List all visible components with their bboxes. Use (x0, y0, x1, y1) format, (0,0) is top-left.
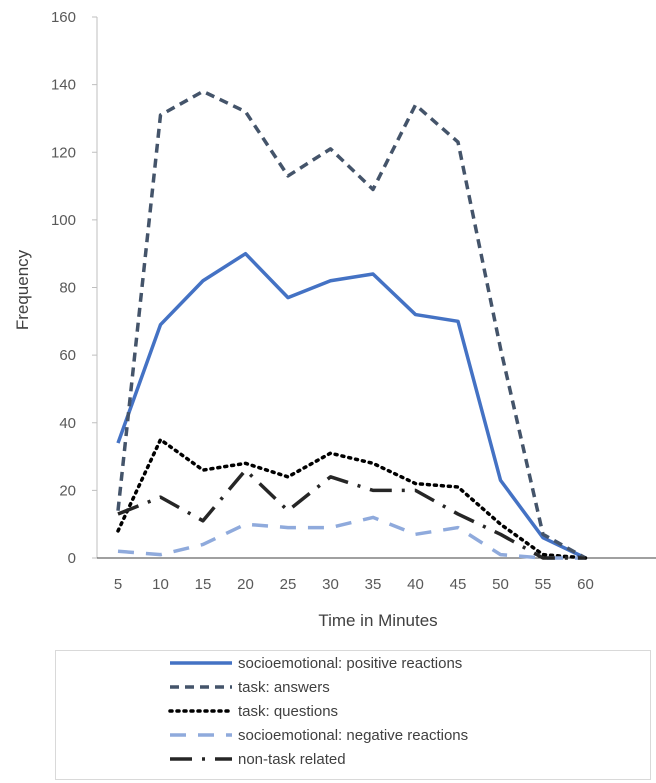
x-tick-label: 5 (114, 576, 122, 593)
x-tick-label: 60 (577, 576, 594, 593)
legend-box (55, 650, 651, 780)
y-tick-label: 160 (51, 9, 76, 26)
x-tick-label: 40 (407, 576, 424, 593)
legend-label: task: questions (238, 703, 338, 720)
series-line-4 (117, 515, 586, 560)
y-axis-title: Frequency (13, 249, 32, 330)
y-tick-label: 100 (51, 212, 76, 229)
series-line-5 (117, 468, 586, 560)
y-axis-ticks: 0 20 40 60 80 100 120 140 160 (51, 9, 97, 567)
y-tick-label: 140 (51, 77, 76, 94)
series-line-1 (116, 251, 587, 560)
series-line-3 (116, 437, 588, 560)
x-tick-label: 10 (152, 576, 169, 593)
x-tick-label: 15 (195, 576, 212, 593)
x-tick-label: 25 (280, 576, 297, 593)
y-tick-label: 60 (59, 347, 76, 364)
y-tick-label: 120 (51, 144, 76, 161)
x-tick-label: 20 (237, 576, 254, 593)
x-tick-label: 35 (365, 576, 382, 593)
legend: socioemotional: positive reactions task: … (168, 655, 468, 768)
y-tick-label: 20 (59, 482, 76, 499)
legend-label: socioemotional: negative reactions (238, 727, 468, 744)
x-tick-label: 45 (450, 576, 467, 593)
legend-label: socioemotional: positive reactions (238, 655, 462, 672)
x-tick-label: 50 (492, 576, 509, 593)
legend-label: non-task related (238, 751, 346, 768)
series-layer (116, 89, 588, 560)
series-line-2 (116, 89, 587, 560)
x-axis-title: Time in Minutes (318, 611, 437, 630)
legend-label: task: answers (238, 679, 330, 696)
x-tick-label: 30 (322, 576, 339, 593)
y-tick-label: 0 (68, 550, 76, 567)
y-tick-label: 40 (59, 415, 76, 432)
y-tick-label: 80 (59, 280, 76, 297)
x-tick-label: 55 (535, 576, 552, 593)
x-axis-ticks: 5 10 15 20 25 30 35 40 45 50 55 60 (114, 576, 594, 593)
